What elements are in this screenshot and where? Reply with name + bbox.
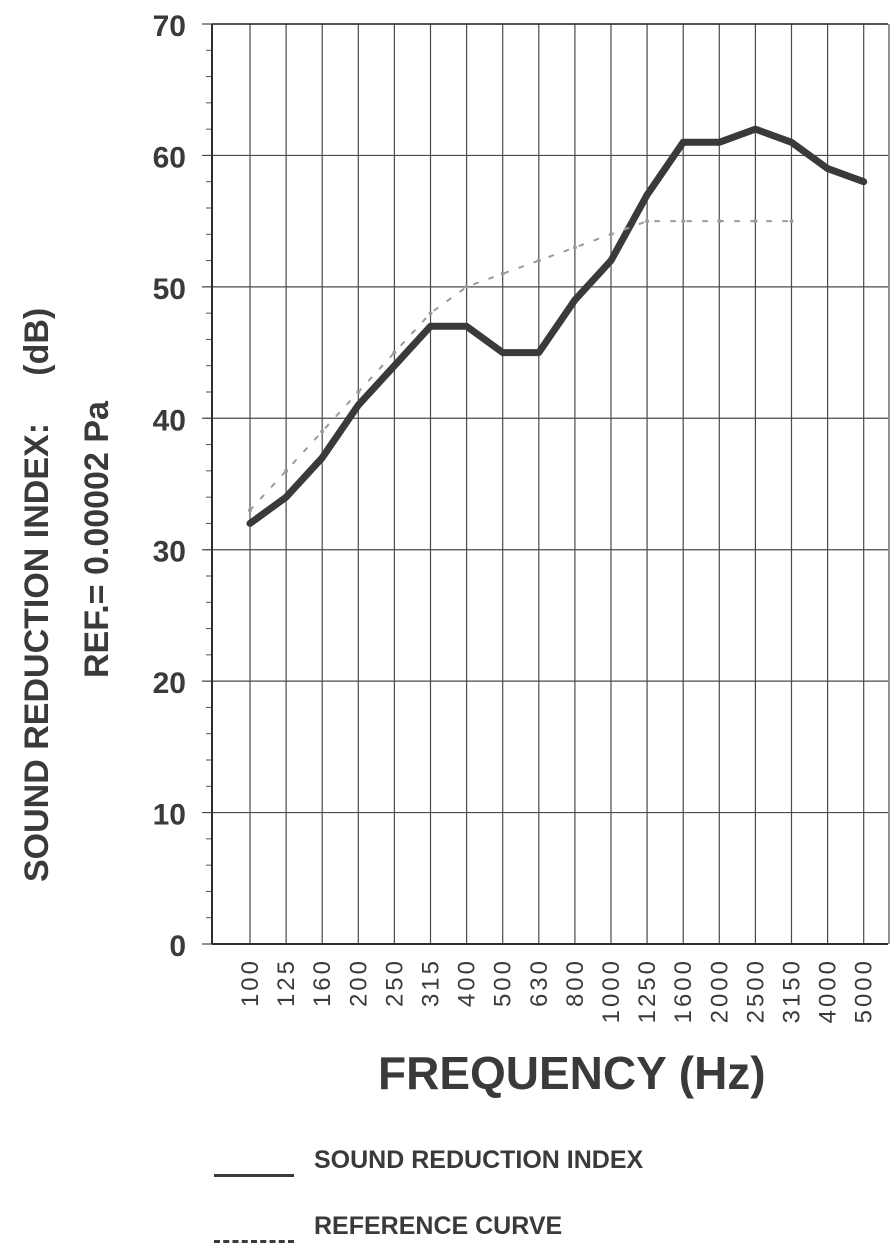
- y-tick-label: 70: [153, 10, 186, 43]
- sound-reduction-index-point: [571, 297, 578, 303]
- reference-curve-point: [356, 390, 361, 394]
- sound-reduction-index-point: [824, 165, 831, 172]
- x-tick-label: 125: [273, 958, 300, 1007]
- x-tick-label: 630: [526, 958, 553, 1007]
- reference-curve-point: [572, 245, 577, 250]
- legend-dashed-line: [214, 1240, 294, 1243]
- x-tick-label: 1250: [634, 958, 661, 1023]
- sound-reduction-index-point: [391, 362, 398, 369]
- reference-curve-point: [284, 468, 289, 473]
- x-tick-label: 200: [345, 958, 372, 1007]
- y-tick-label: 40: [153, 404, 186, 437]
- x-tick-label: 800: [562, 958, 589, 1007]
- sound-reduction-index-point: [716, 139, 723, 146]
- reference-curve-point: [500, 271, 505, 276]
- reference-curve-point: [248, 508, 252, 513]
- y-axis-title-line1: SOUND REDUCTION INDEX: (dB): [18, 308, 57, 882]
- y-axis-ticks: 0 10 20 30 40 50 60 70: [153, 10, 186, 963]
- y-axis-title-line2: REF.= 0.00002 Pa: [78, 401, 116, 678]
- reference-curve-point: [320, 429, 325, 434]
- sound-reduction-index-point: [463, 323, 470, 330]
- sound-reduction-index-point: [247, 520, 253, 527]
- y-axis-title-text: SOUND REDUCTION INDEX:: [18, 422, 56, 882]
- reference-curve-point: [681, 219, 686, 224]
- sound-reduction-index-point: [788, 139, 795, 146]
- sound-reduction-index-point: [644, 191, 651, 198]
- sound-reduction-index-point: [860, 178, 867, 185]
- x-tick-label: 500: [490, 958, 517, 1007]
- legend-item-reference-curve: REFERENCE CURVE: [214, 1212, 874, 1252]
- x-axis-ticks: 100 125 160 200 250 315 400 500 630 800 1000 1250 16…: [237, 958, 878, 1023]
- y-tick-label: 0: [169, 930, 186, 963]
- x-tick-label: 250: [381, 958, 408, 1007]
- reference-curve-point: [536, 258, 541, 263]
- reference-curve-point: [717, 219, 722, 224]
- x-tick-label: 3150: [779, 958, 806, 1023]
- y-tick-label: 50: [153, 273, 186, 306]
- x-axis-title: FREQUENCY (Hz): [378, 1047, 766, 1099]
- series-layer: [246, 125, 868, 527]
- reference-curve-line: [249, 220, 793, 512]
- legend-solid-line: [214, 1174, 294, 1177]
- reference-curve-point: [645, 219, 650, 224]
- x-tick-label: 160: [309, 958, 336, 1007]
- y-tick-label: 30: [153, 536, 186, 569]
- x-tick-label: 1600: [670, 958, 697, 1023]
- y-tick-label: 10: [153, 799, 186, 832]
- reference-curve-point: [789, 219, 794, 224]
- reference-curve-point: [609, 232, 613, 237]
- y-tick-label: 20: [153, 667, 186, 700]
- reference-curve-point: [464, 284, 469, 289]
- x-tick-label: 400: [454, 958, 481, 1007]
- reference-curve-point: [392, 350, 397, 355]
- legend-label: REFERENCE CURVE: [314, 1212, 563, 1240]
- sound-reduction-index-point: [319, 454, 326, 461]
- sound-reduction-index-point: [283, 494, 290, 501]
- sound-reduction-index-point: [535, 349, 542, 356]
- x-tick-label: 1000: [598, 958, 625, 1023]
- x-tick-label: 100: [237, 958, 264, 1007]
- y-tick-label: 60: [153, 141, 186, 174]
- sound-reduction-index-point: [499, 349, 506, 356]
- sound-reduction-index-point: [608, 257, 614, 264]
- x-tick-label: 315: [418, 958, 445, 1007]
- y-axis-unit: (dB): [18, 307, 56, 376]
- reference-curve-point: [753, 219, 758, 224]
- sound-reduction-index-line: [246, 125, 868, 527]
- x-tick-label: 4000: [815, 958, 842, 1023]
- x-tick-label: 5000: [851, 958, 878, 1023]
- sound-reduction-index-point: [680, 139, 687, 146]
- sound-reduction-index-point: [427, 323, 434, 330]
- reference-curve-point: [428, 311, 433, 316]
- grid: [202, 23, 890, 945]
- sound-reduction-index-point: [752, 126, 759, 133]
- legend-label: SOUND REDUCTION INDEX: [314, 1146, 644, 1174]
- x-tick-label: 2500: [742, 958, 769, 1023]
- sound-reduction-index-point: [355, 402, 362, 409]
- legend-item-sound-reduction-index: SOUND REDUCTION INDEX: [214, 1146, 874, 1186]
- x-tick-label: 2000: [706, 958, 733, 1023]
